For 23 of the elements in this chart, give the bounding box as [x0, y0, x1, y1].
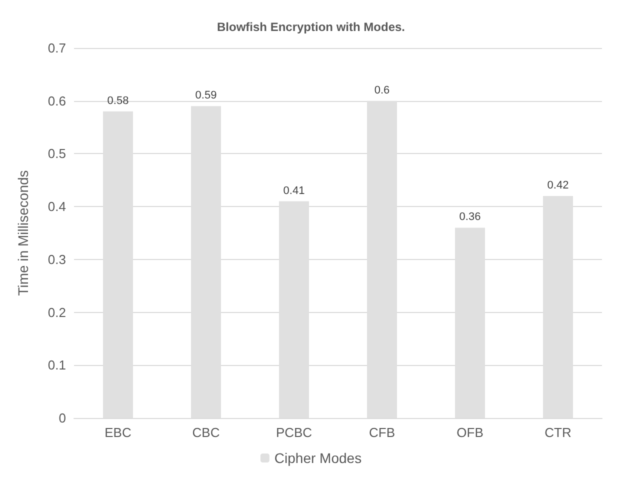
- y-tick-label: 0: [58, 410, 66, 426]
- y-axis-title: Time in Milliseconds: [15, 170, 31, 296]
- y-tick-label: 0.2: [48, 304, 66, 320]
- data-label: 0.41: [283, 184, 305, 197]
- x-tick-label: OFB: [456, 425, 484, 440]
- data-label: 0.42: [547, 180, 569, 192]
- y-tick-label: 0.1: [48, 358, 66, 373]
- x-tick-label: CBC: [192, 425, 220, 440]
- data-label: 0.59: [195, 90, 217, 102]
- x-tick-label: PCBC: [276, 425, 312, 440]
- y-tick-label: 0.6: [48, 93, 66, 108]
- y-tick-label: 0.3: [48, 252, 66, 267]
- x-tick-label: CFB: [369, 425, 395, 440]
- x-tick-label: EBC: [104, 425, 132, 440]
- legend-label: Cipher Modes: [274, 450, 362, 466]
- y-tick-label: 0.5: [48, 146, 66, 162]
- data-label: 0.6: [374, 84, 390, 96]
- chart-title: Blowfish Encryption with Modes.: [216, 20, 406, 34]
- data-label: 0.58: [107, 94, 129, 107]
- y-tick-label: 0.4: [48, 199, 66, 214]
- data-label: 0.36: [459, 211, 481, 224]
- y-tick-label: 0.7: [48, 40, 66, 56]
- x-tick-label: CTR: [544, 425, 572, 440]
